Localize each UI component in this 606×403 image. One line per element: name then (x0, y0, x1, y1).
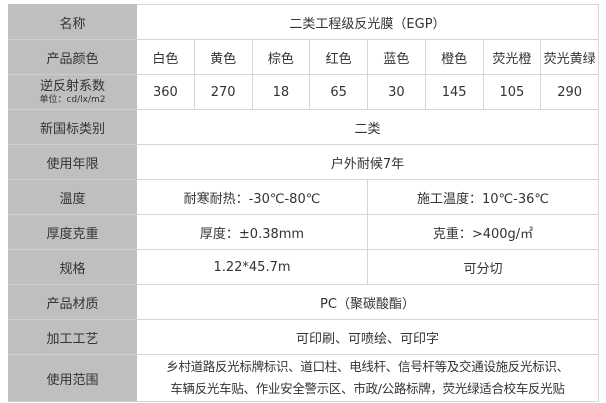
row-process: 加工工艺 可印刷、可喷绘、可印字 (8, 319, 599, 355)
row-name: 名称 二类工程级反光膜（EGP） (8, 4, 599, 40)
retro-cell: 65 (309, 74, 368, 110)
retro-cell: 145 (424, 74, 484, 110)
color-cell: 白色 (136, 39, 195, 75)
color-cell: 荧光橙 (482, 39, 542, 75)
spec-table: 名称 二类工程级反光膜（EGP） 产品颜色 白色 黄色 棕色 红色 蓝色 橙色 … (8, 4, 599, 402)
row-class: 新国标类别 二类 (8, 109, 599, 145)
row-temp: 温度 耐寒耐热：-30℃-80℃ 施工温度：10℃-36℃ (8, 179, 599, 215)
color-cell: 棕色 (251, 39, 311, 75)
value-material: PC（聚碳酸酯） (136, 284, 599, 320)
value-spec-right: 可分切 (367, 249, 599, 285)
label-life: 使用年限 (8, 144, 137, 180)
color-cell: 红色 (309, 39, 368, 75)
value-process: 可印刷、可喷绘、可印字 (136, 319, 599, 355)
label-retro: 逆反射系数 单位：cd/lx/m2 (8, 74, 137, 110)
color-cell: 荧光黄绿 (540, 39, 599, 75)
value-class: 二类 (136, 109, 599, 145)
retro-cell: 360 (136, 74, 195, 110)
row-usage: 使用范围 乡村道路反光标牌标识、道口柱、电线杆、信号杆等及交通设施反光标识、 车… (8, 354, 599, 402)
row-life: 使用年限 户外耐候7年 (8, 144, 599, 180)
row-retro: 逆反射系数 单位：cd/lx/m2 360 270 18 65 30 145 1… (8, 74, 599, 110)
label-temp: 温度 (8, 179, 137, 215)
label-spec: 规格 (8, 249, 137, 285)
value-temp-right: 施工温度：10℃-36℃ (367, 179, 599, 215)
value-thick-right: 克重：>400g/㎡ (367, 214, 599, 250)
label-thick: 厚度克重 (8, 214, 137, 250)
value-usage: 乡村道路反光标牌标识、道口柱、电线杆、信号杆等及交通设施反光标识、 车辆反光车贴… (136, 354, 599, 402)
label-material: 产品材质 (8, 284, 137, 320)
label-retro-main: 逆反射系数 (39, 78, 105, 94)
retro-cell: 18 (251, 74, 311, 110)
color-cell: 黄色 (193, 39, 253, 75)
retro-cell: 30 (367, 74, 426, 110)
label-process: 加工工艺 (8, 319, 137, 355)
label-retro-unit: 单位：cd/lx/m2 (39, 94, 106, 105)
row-thick: 厚度克重 厚度：±0.38mm 克重：>400g/㎡ (8, 214, 599, 250)
label-name: 名称 (8, 4, 137, 40)
usage-line-1: 乡村道路反光标牌标识、道口柱、电线杆、信号杆等及交通设施反光标识、 (166, 359, 569, 374)
row-material: 产品材质 PC（聚碳酸酯） (8, 284, 599, 320)
label-usage: 使用范围 (8, 354, 137, 402)
retro-cell: 105 (482, 74, 542, 110)
color-cell: 蓝色 (367, 39, 426, 75)
value-life: 户外耐候7年 (136, 144, 599, 180)
value-thick-left: 厚度：±0.38mm (136, 214, 368, 250)
label-colors: 产品颜色 (8, 39, 137, 75)
usage-line-2: 车辆反光车贴、作业安全警示区、市政/公路标牌，荧光绿适合校车反光贴 (170, 381, 565, 396)
row-spec: 规格 1.22*45.7m 可分切 (8, 249, 599, 285)
row-colors: 产品颜色 白色 黄色 棕色 红色 蓝色 橙色 荧光橙 荧光黄绿 (8, 39, 599, 75)
value-spec-left: 1.22*45.7m (136, 249, 368, 285)
retro-cell: 270 (193, 74, 253, 110)
color-cell: 橙色 (424, 39, 484, 75)
retro-cell: 290 (540, 74, 599, 110)
value-name: 二类工程级反光膜（EGP） (136, 4, 599, 40)
value-temp-left: 耐寒耐热：-30℃-80℃ (136, 179, 368, 215)
label-class: 新国标类别 (8, 109, 137, 145)
